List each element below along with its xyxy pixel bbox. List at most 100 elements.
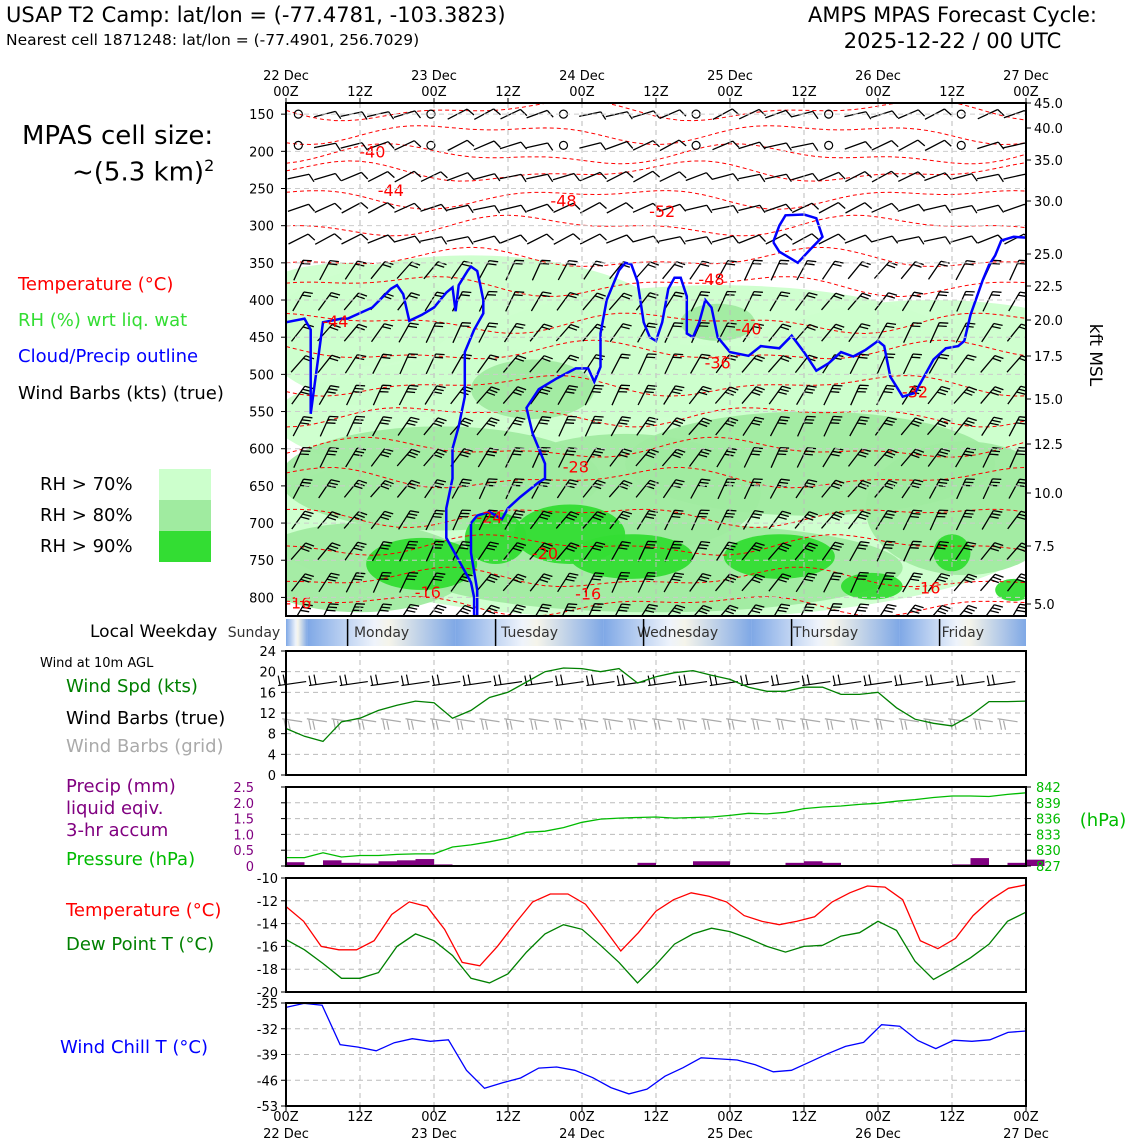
wind-barb — [579, 202, 607, 214]
calm-wind-marker — [558, 140, 569, 150]
wind-barb — [659, 139, 687, 152]
wind-barb — [823, 572, 843, 593]
bottom-time-hour: 12Z — [791, 1110, 817, 1125]
height-tick-label: 40.0 — [1034, 122, 1063, 137]
cell-size-base: ~(5.3 km) — [72, 157, 205, 188]
wind-barb — [927, 417, 951, 436]
wind-barb — [318, 385, 340, 406]
time-tick-date: 23 Dec — [411, 69, 457, 84]
cell-size-label: MPAS cell size: — [22, 121, 214, 151]
wind-barb — [561, 603, 578, 616]
wind-barb — [850, 384, 869, 406]
weekday-strip: Sunday Monday Tuesday Wednesday Thursday Frid… — [228, 619, 1026, 646]
wind-barb — [690, 540, 711, 562]
wind-barb — [901, 479, 924, 499]
wind-tick-label: 8 — [268, 728, 276, 743]
height-tick-label: 5.0 — [1034, 598, 1055, 613]
wind10m-title: Wind at 10m AGL — [40, 656, 154, 671]
wind-barb — [340, 111, 368, 120]
wind-barb — [980, 386, 1004, 405]
calm-wind-marker — [956, 140, 966, 150]
calm-wind-marker — [293, 140, 303, 150]
windchill-tick-label: -46 — [257, 1074, 278, 1089]
wind-barb — [953, 417, 977, 436]
wind-barb-grid — [380, 718, 401, 730]
wind-barb — [874, 448, 898, 467]
precip-bar — [1007, 862, 1026, 866]
time-tick-date: 24 Dec — [559, 69, 605, 84]
wind-barb — [956, 478, 975, 500]
weekday-band — [899, 619, 1026, 646]
temperature-contour — [286, 190, 1026, 210]
wind-barb — [556, 291, 579, 311]
pressure-line — [286, 792, 1027, 859]
weekday-label: Sunday — [228, 625, 280, 641]
wind-barb — [314, 233, 342, 245]
wind-barb — [530, 291, 552, 312]
precip-bar — [711, 861, 730, 866]
wind-speed-label: Wind Spd (kts) — [66, 676, 198, 697]
temperature-contour-label: -16 — [914, 579, 940, 598]
wind-barb — [711, 204, 739, 214]
wind-barb — [903, 322, 922, 343]
temperature-tick-label: -20 — [257, 986, 278, 1001]
wind-barb — [985, 604, 1004, 616]
wind-barb-true — [894, 674, 923, 687]
wind-barb — [317, 291, 341, 311]
temperature-contour-label: -28 — [563, 458, 589, 477]
wind-barb — [557, 259, 578, 281]
wind-barb — [529, 510, 553, 530]
weekday-band — [307, 619, 456, 646]
wind-barb — [982, 290, 1002, 312]
wind-barb — [531, 416, 552, 437]
wind-barb — [313, 142, 342, 152]
wind-barb — [531, 259, 551, 281]
rh-80-swatch — [159, 500, 211, 531]
wind-barb — [503, 322, 526, 343]
wind-barb — [927, 260, 950, 280]
wind-barb — [791, 110, 819, 120]
wind-barb — [800, 603, 816, 616]
wind-barb — [636, 416, 659, 436]
wind-barb — [428, 604, 447, 616]
wind-barb — [481, 604, 500, 616]
precip-bar — [397, 860, 416, 866]
wind-barb — [765, 109, 793, 119]
wind-barb — [499, 234, 528, 244]
wind-barb — [742, 416, 765, 436]
pressure-tick-label: 750 — [249, 554, 274, 569]
wind-barb — [552, 172, 581, 182]
precip-tick-label: 0 — [246, 860, 254, 875]
wind-barb — [344, 541, 367, 561]
wind-barb — [845, 202, 873, 214]
wind-barb — [502, 573, 527, 592]
height-tick-label: 17.5 — [1034, 350, 1063, 365]
temperature-contour — [286, 125, 1026, 146]
wind-barb — [349, 603, 365, 616]
wind-barb — [296, 603, 313, 616]
wind-barb — [716, 541, 738, 561]
precip-label-3: 3-hr accum — [66, 820, 169, 841]
wind-barb — [452, 322, 471, 344]
wind-barb — [343, 479, 368, 498]
wind-barb — [982, 478, 1002, 500]
windchill-tick-label: -32 — [257, 1023, 278, 1038]
precip-tick-label: 2.5 — [233, 781, 254, 796]
wind-barb — [370, 510, 394, 530]
wind-barb — [314, 202, 342, 213]
pressure-label: Pressure (hPa) — [66, 849, 196, 870]
time-tick-hour: 00Z — [569, 85, 595, 100]
wind-barb-grid — [528, 718, 549, 730]
wind-barb — [931, 604, 951, 616]
wind-barb — [346, 384, 366, 406]
bottom-time-hour: 12Z — [643, 1110, 669, 1125]
wind-barb — [398, 322, 419, 343]
wind-barb-grid — [750, 718, 771, 730]
rh-shading — [723, 534, 835, 579]
wind-barb — [499, 204, 527, 213]
rh-shading — [569, 534, 693, 579]
wind-barb — [955, 259, 976, 281]
wind-barb — [340, 171, 369, 182]
